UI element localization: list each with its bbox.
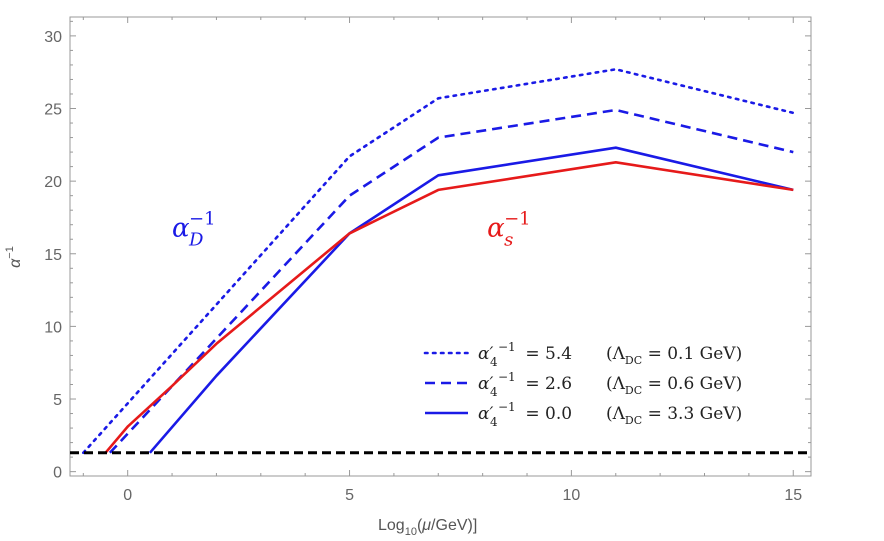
series-lines: [70, 68, 811, 455]
series-alpha_s-solid: [104, 161, 794, 454]
series-alpha_D-solid: [148, 146, 794, 454]
legend-label-dashed: α′4−1 = 2.6 (ΛDC = 0.6 GeV): [478, 370, 742, 399]
x-axis-title: Log10(μ/GeV)]: [378, 517, 477, 538]
alpha-d-label: αD−1: [172, 208, 216, 250]
alpha-s-label: αs−1: [487, 208, 531, 250]
legend: α′4−1 = 5.4 (ΛDC = 0.1 GeV)α′4−1 = 2.6 (ΛD…: [423, 340, 742, 429]
y-tick-label: 30: [44, 29, 62, 46]
plot-frame: [69, 16, 812, 477]
axis-titles: Log10(μ/GeV)] α−1: [4, 246, 477, 538]
annotations: αD−1 αs−1: [172, 208, 531, 250]
axis-ticks: 0 5 10 15 0 5 10 15 20 25 30: [44, 17, 811, 504]
x-tick-label: 15: [784, 487, 802, 504]
series-alpha_D-dotted: [82, 68, 795, 455]
series-alpha_D-dashed: [108, 108, 794, 454]
y-tick-label: 5: [53, 392, 62, 409]
y-tick-label: 25: [44, 102, 62, 119]
x-tick-label: 5: [345, 487, 354, 504]
y-tick-label: 20: [44, 174, 62, 191]
legend-label-dotted: α′4−1 = 5.4 (ΛDC = 0.1 GeV): [478, 340, 742, 369]
x-tick-label: 10: [562, 487, 580, 504]
y-tick-label: 15: [44, 247, 62, 264]
x-tick-label: 0: [123, 487, 132, 504]
y-tick-label: 0: [53, 465, 62, 482]
legend-label-solid: α′4−1 = 0.0 (ΛDC = 3.3 GeV): [478, 400, 742, 429]
y-tick-label: 10: [44, 319, 62, 336]
y-axis-title: α−1: [4, 246, 24, 268]
plot-border: [69, 16, 812, 477]
